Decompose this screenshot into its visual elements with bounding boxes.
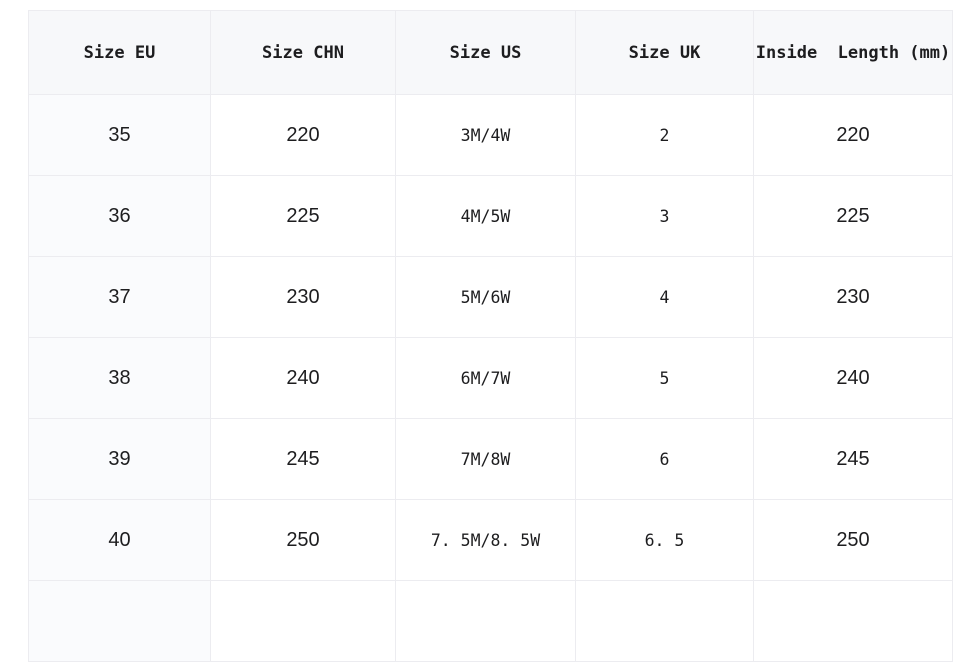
cell-empty: [753, 580, 953, 662]
cell-chn: 245: [210, 418, 396, 500]
cell-chn: 230: [210, 256, 396, 338]
column-header-size-us: Size US: [395, 10, 576, 95]
cell-length: 250: [753, 499, 953, 581]
cell-empty: [210, 580, 396, 662]
cell-eu: 40: [28, 499, 211, 581]
cell-us: 4M/5W: [395, 175, 576, 257]
cell-eu: 39: [28, 418, 211, 500]
column-header-size-eu: Size EU: [28, 10, 211, 95]
cell-chn: 240: [210, 337, 396, 419]
cell-uk: 6. 5: [575, 499, 754, 581]
column-header-size-chn: Size CHN: [210, 10, 396, 95]
table-header: Size EU Size CHN Size US Size UK Inside …: [28, 10, 953, 95]
shoe-size-conversion-table: Size EU Size CHN Size US Size UK Inside …: [28, 10, 953, 662]
cell-us: 3M/4W: [395, 94, 576, 176]
column-header-size-uk: Size UK: [575, 10, 754, 95]
header-row: Size EU Size CHN Size US Size UK Inside …: [28, 10, 953, 95]
cell-eu: 35: [28, 94, 211, 176]
cell-us: 7. 5M/8. 5W: [395, 499, 576, 581]
cell-empty: [28, 580, 211, 662]
cell-uk: 4: [575, 256, 754, 338]
cell-length: 240: [753, 337, 953, 419]
cell-us: 5M/6W: [395, 256, 576, 338]
cell-length: 230: [753, 256, 953, 338]
table-body: 35 220 3M/4W 2 220 36 225 4M/5W 3 225 37 230 5M/6W 4 2…: [28, 94, 953, 662]
table-row: 37 230 5M/6W 4 230: [28, 256, 953, 338]
cell-eu: 36: [28, 175, 211, 257]
cell-length: 245: [753, 418, 953, 500]
table-row-partial: [28, 580, 953, 662]
column-header-inside-length: Inside Length (mm): [753, 10, 953, 95]
cell-uk: 3: [575, 175, 754, 257]
cell-uk: 6: [575, 418, 754, 500]
cell-empty: [575, 580, 754, 662]
cell-uk: 2: [575, 94, 754, 176]
cell-chn: 220: [210, 94, 396, 176]
cell-uk: 5: [575, 337, 754, 419]
cell-us: 6M/7W: [395, 337, 576, 419]
table-row: 36 225 4M/5W 3 225: [28, 175, 953, 257]
cell-eu: 37: [28, 256, 211, 338]
table-row: 39 245 7M/8W 6 245: [28, 418, 953, 500]
cell-chn: 250: [210, 499, 396, 581]
cell-us: 7M/8W: [395, 418, 576, 500]
cell-length: 225: [753, 175, 953, 257]
cell-length: 220: [753, 94, 953, 176]
table-row: 38 240 6M/7W 5 240: [28, 337, 953, 419]
table-row: 35 220 3M/4W 2 220: [28, 94, 953, 176]
cell-chn: 225: [210, 175, 396, 257]
table-row: 40 250 7. 5M/8. 5W 6. 5 250: [28, 499, 953, 581]
cell-empty: [395, 580, 576, 662]
cell-eu: 38: [28, 337, 211, 419]
